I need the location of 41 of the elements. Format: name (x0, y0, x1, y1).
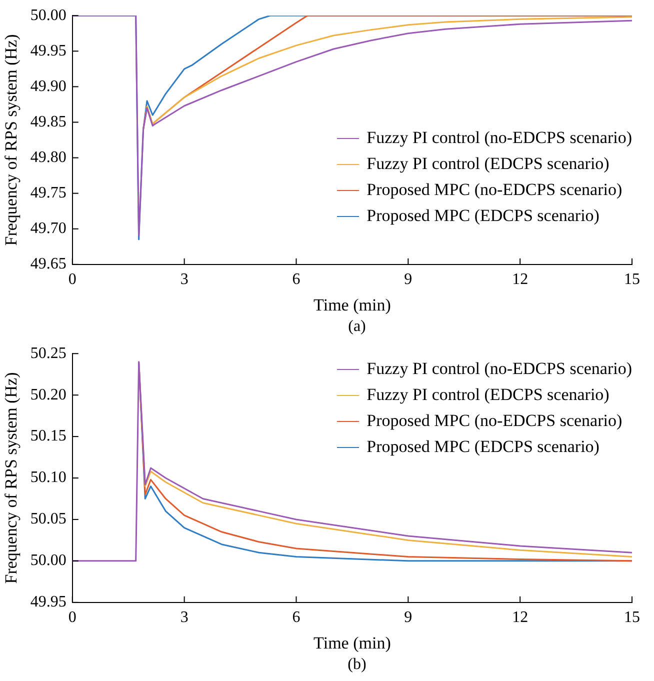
legend-label: Proposed MPC (EDCPS scenario) (366, 437, 600, 457)
y-tick-label: 50.25 (30, 344, 66, 362)
legend-label: Proposed MPC (no-EDCPS scenario) (366, 180, 622, 200)
y-axis-title: Frequency of RPS system (Hz) (2, 34, 21, 246)
x-tick-label: 9 (404, 609, 412, 626)
x-tick-label: 6 (292, 609, 300, 626)
y-tick-label: 50.00 (30, 6, 66, 24)
y-tick-label: 49.80 (30, 148, 66, 166)
y-tick-label: 50.05 (30, 510, 66, 528)
x-tick-label: 3 (180, 271, 188, 288)
y-tick-label: 49.95 (30, 594, 66, 611)
legend-label: Proposed MPC (no-EDCPS scenario) (366, 411, 622, 431)
legend-label: Fuzzy PI control (EDCPS scenario) (366, 385, 610, 405)
y-tick-label: 50.15 (30, 428, 66, 445)
x-axis-title: Time (min) (314, 295, 391, 314)
legend-label: Fuzzy PI control (no-EDCPS scenario) (366, 359, 632, 379)
y-tick-label: 49.95 (30, 42, 66, 60)
y-axis-title: Frequency of RPS system (Hz) (2, 372, 21, 584)
y-tick-label: 50.10 (30, 469, 66, 486)
legend-label: Proposed MPC (EDCPS scenario) (366, 206, 600, 226)
y-tick-label: 50.00 (30, 552, 66, 570)
x-tick-label: 0 (68, 271, 76, 288)
x-tick-label: 15 (624, 609, 640, 626)
y-tick-label: 49.85 (30, 113, 66, 130)
x-tick-label: 15 (624, 271, 640, 288)
x-tick-label: 9 (404, 271, 412, 288)
x-tick-label: 12 (512, 271, 528, 288)
y-tick-label: 49.75 (30, 184, 66, 202)
x-tick-label: 3 (180, 609, 188, 626)
y-tick-label: 49.70 (30, 220, 66, 238)
legend-label: Fuzzy PI control (no-EDCPS scenario) (366, 128, 632, 148)
x-tick-label: 12 (512, 609, 528, 626)
y-tick-label: 49.90 (30, 78, 66, 95)
text: (b) (346, 655, 368, 675)
text: (a) (347, 317, 367, 337)
x-tick-label: 0 (68, 609, 76, 626)
y-tick-label: 50.20 (30, 386, 66, 404)
x-axis-title: Time (min) (314, 633, 391, 652)
legend-label: Fuzzy PI control (EDCPS scenario) (366, 154, 610, 174)
x-tick-label: 6 (292, 271, 300, 288)
y-tick-label: 49.65 (30, 256, 66, 273)
